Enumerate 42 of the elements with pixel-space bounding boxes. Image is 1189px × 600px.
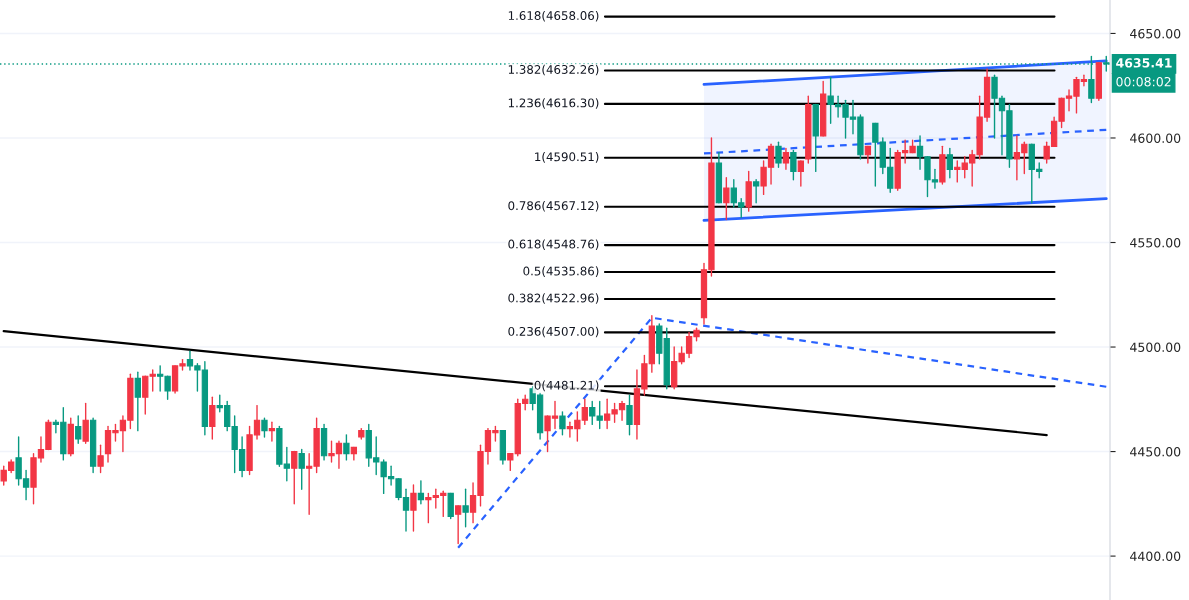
candlestick bbox=[790, 149, 797, 181]
ref-line-label: 0.382(4522.96) bbox=[508, 293, 599, 304]
candlestick bbox=[82, 402, 89, 444]
y-tick-label: 4650.00 bbox=[1130, 28, 1181, 39]
candlestick bbox=[626, 394, 633, 436]
ref-line-label: 0.5(4535.86) bbox=[523, 266, 599, 277]
candlestick bbox=[417, 480, 425, 505]
candlestick bbox=[75, 415, 82, 444]
candlestick bbox=[752, 179, 760, 204]
candlestick bbox=[343, 434, 350, 461]
text: 00:08:02 bbox=[1116, 76, 1171, 87]
candlestick bbox=[454, 505, 462, 545]
candlestick bbox=[291, 450, 298, 505]
y-tick-label: 4500.00 bbox=[1130, 342, 1181, 352]
candlestick bbox=[447, 492, 454, 520]
ref-line-label: 1.236(4616.30) bbox=[508, 98, 599, 109]
candlestick bbox=[462, 488, 469, 528]
y-tick-label: 4550.00 bbox=[1130, 237, 1181, 248]
ref-line-label: 0.618(4548.76) bbox=[508, 239, 599, 250]
ref-line-label: 4635.41 bbox=[1116, 58, 1172, 68]
candlestick bbox=[723, 177, 730, 221]
candlestick bbox=[410, 484, 417, 532]
candlestick bbox=[797, 160, 805, 187]
ref-line-label: 0.786(4567.12) bbox=[508, 201, 599, 212]
ref-line-label: 0(4481.21) bbox=[534, 380, 599, 392]
y-tick-label: 4400.00 bbox=[1130, 551, 1181, 562]
ref-line-label: 1(4590.51) bbox=[535, 152, 599, 163]
candlestick bbox=[559, 411, 566, 436]
y-tick-label: 4450.00 bbox=[1130, 447, 1181, 457]
candlestick bbox=[209, 396, 216, 440]
candlestick bbox=[775, 141, 782, 168]
candlestick bbox=[782, 147, 790, 171]
candlestick bbox=[298, 448, 305, 490]
ref-line-label: 1.618(4658.06) bbox=[508, 10, 599, 22]
ref-line-label: 1.382(4632.26) bbox=[508, 64, 599, 76]
candlestick bbox=[268, 421, 276, 442]
candlestick bbox=[134, 371, 141, 432]
candlestick bbox=[261, 417, 268, 438]
ref-line-label: 0.236(4507.00) bbox=[508, 326, 599, 338]
candlestick bbox=[97, 444, 104, 474]
y-tick-label: 4600.00 bbox=[1130, 133, 1181, 143]
candlestick bbox=[946, 147, 953, 179]
